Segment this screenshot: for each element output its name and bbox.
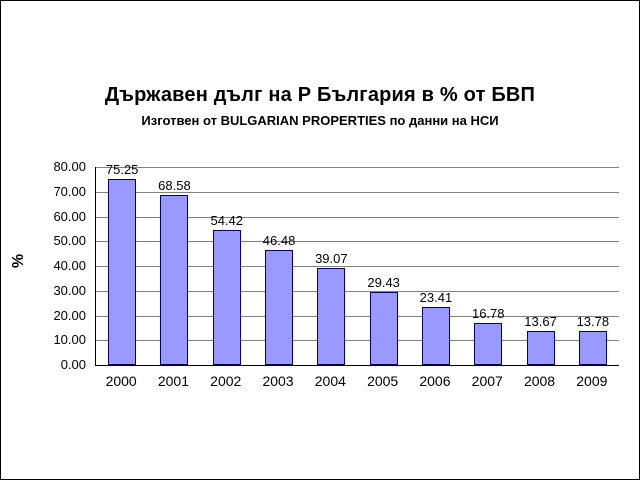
y-tick-label: 30.00 [53, 282, 86, 298]
bar-2002 [212, 230, 241, 365]
gridline [96, 191, 619, 193]
subtitle-suffix: по данни на НСИ [385, 113, 499, 128]
x-tick-label: 2000 [105, 373, 137, 389]
y-tick-label: 40.00 [53, 258, 86, 273]
y-tick-label: 10.00 [53, 332, 86, 348]
chart-title: Държавен дълг на Р България в % от БВП [104, 84, 536, 106]
bar-value-label: 16.78 [471, 306, 505, 322]
bar-value-label: 75.25 [105, 161, 139, 177]
gridline [96, 340, 619, 342]
subtitle-prefix: Изготвен от [141, 113, 221, 128]
y-axis-tick-labels: 0.00 10.00 20.00 30.00 40.00 50.00 60.00 70.00 8… [28, 159, 86, 372]
x-tick-label: 2006 [419, 373, 451, 389]
y-tick-label: 80.00 [53, 159, 86, 174]
gridline [96, 266, 619, 267]
y-tick-label: 0.00 [60, 357, 86, 372]
bar-2009 [578, 330, 607, 365]
bar-2003 [265, 249, 294, 365]
bar-value-label: 46.48 [262, 232, 296, 248]
chart-subtitle: Изготвен от BULGARIAN PROPERTIES по данн… [0, 113, 640, 128]
x-axis-tick-labels: 2000 2001 2002 2003 2004 2005 2006 2007 2008 2009 [95, 373, 618, 393]
bar-2006 [421, 307, 450, 365]
bar-value-label: 23.41 [419, 290, 453, 306]
bar-2007 [474, 323, 503, 365]
x-tick-label: 2005 [367, 373, 399, 389]
gridline [96, 167, 619, 168]
gridline [96, 241, 619, 243]
gridline [96, 216, 619, 218]
bar-value-label: 54.42 [210, 213, 244, 229]
subtitle-brand: BULGARIAN PROPERTIES [220, 113, 386, 128]
x-tick-label: 2004 [314, 373, 346, 389]
x-tick-label: 2003 [262, 373, 294, 389]
bar-2005 [369, 292, 398, 365]
x-tick-label: 2001 [157, 373, 190, 389]
bar-value-label: 13.78 [576, 313, 610, 329]
plot-area: 75.25 68.58 54.42 46.48 39.07 29.43 23.41 16.78… [95, 162, 619, 366]
bar-value-label: 29.43 [367, 275, 400, 291]
y-tick-label: 50.00 [53, 233, 86, 249]
x-tick-label: 2009 [576, 373, 608, 389]
bar-2001 [160, 195, 189, 365]
bar-value-label: 68.58 [158, 178, 191, 194]
y-tick-label: 20.00 [53, 307, 86, 323]
bar-value-label: 13.67 [524, 314, 557, 330]
x-tick-label: 2002 [210, 373, 242, 389]
gridline [96, 290, 619, 292]
bar-2000 [108, 178, 137, 365]
y-axis-title: % [10, 253, 28, 269]
x-tick-label: 2007 [471, 373, 503, 389]
bar-2004 [317, 268, 346, 365]
x-tick-label: 2008 [523, 373, 556, 389]
gridline [96, 315, 619, 317]
y-tick-label: 70.00 [53, 183, 86, 199]
y-tick-label: 60.00 [53, 208, 86, 224]
bar-2008 [526, 331, 555, 365]
bar-value-label: 39.07 [315, 251, 348, 267]
